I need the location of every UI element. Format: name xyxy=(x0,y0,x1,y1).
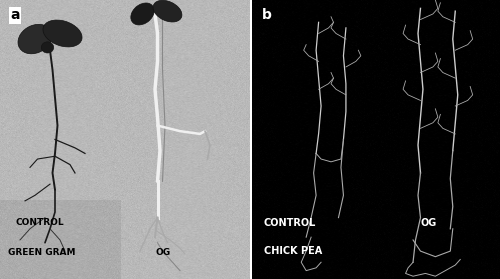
Text: GREEN GRAM: GREEN GRAM xyxy=(8,248,75,257)
Ellipse shape xyxy=(131,3,154,25)
Ellipse shape xyxy=(43,20,82,47)
Text: CHICK PEA: CHICK PEA xyxy=(264,246,322,256)
Text: CONTROL: CONTROL xyxy=(264,218,316,228)
Text: OG: OG xyxy=(155,248,170,257)
Text: OG: OG xyxy=(420,218,436,228)
Ellipse shape xyxy=(153,0,182,22)
Text: a: a xyxy=(10,8,20,22)
Text: b: b xyxy=(262,8,272,22)
Ellipse shape xyxy=(41,42,54,53)
Text: CONTROL: CONTROL xyxy=(15,218,64,227)
Ellipse shape xyxy=(18,24,52,54)
